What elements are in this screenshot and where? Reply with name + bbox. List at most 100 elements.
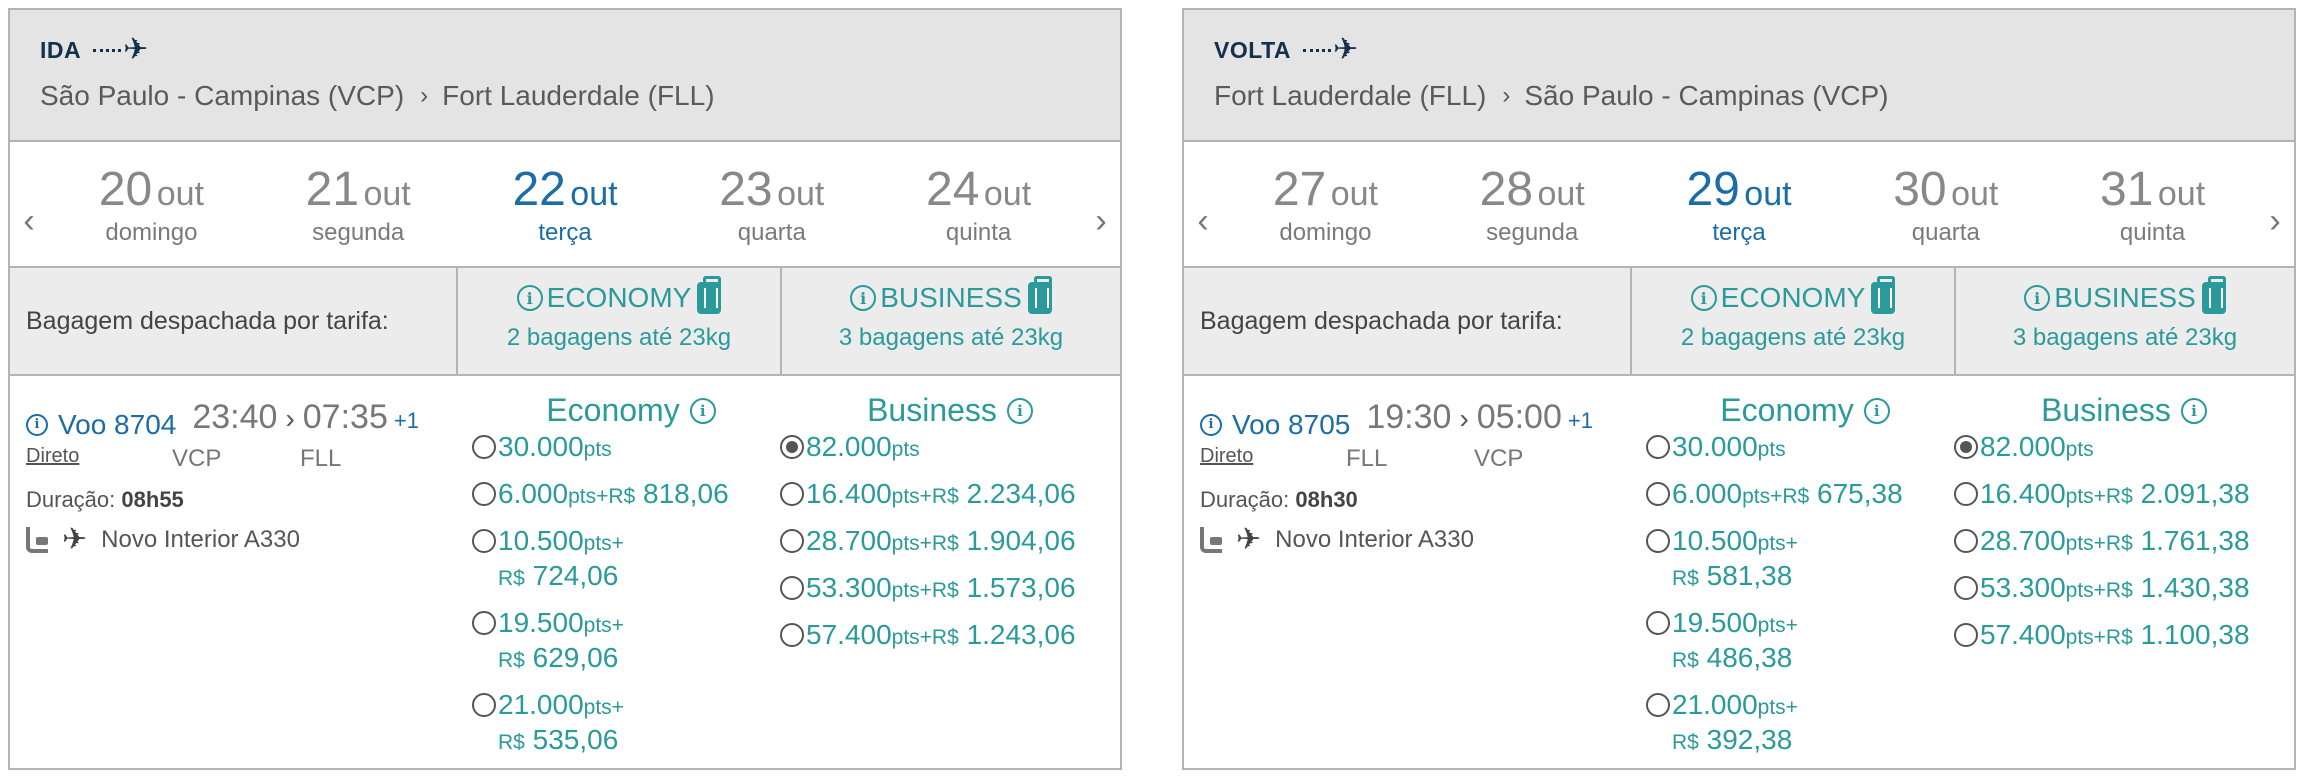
economy-title: Economy [546,392,680,428]
fare-radio[interactable] [780,435,804,459]
fare-radio[interactable] [472,482,496,506]
date-option[interactable]: 31 out quinta [2049,142,2256,266]
fare-radio[interactable] [1954,529,1978,553]
dotted-line [93,48,122,52]
economy-fare-option[interactable]: 21.000pts+ R$ 535,06 [472,689,790,759]
fare-radio[interactable] [472,529,496,553]
fare-money: 1.243,06 [966,619,1076,650]
fare-radio[interactable] [1646,435,1670,459]
date-weekday: segunda [312,219,405,246]
currency-symbol: R$ [608,485,636,508]
fare-radio[interactable] [1954,623,1978,647]
date-option[interactable]: 20 out domingo [48,142,255,266]
fare-radio[interactable] [1646,482,1670,506]
fare-points: 19.500 [1672,607,1758,638]
date-option[interactable]: 28 out segunda [1429,142,1636,266]
economy-fare-option[interactable]: 30.000pts [1646,431,1964,466]
date-month: out [1744,175,1792,213]
origin: São Paulo - Campinas (VCP) [40,80,405,111]
fare-radio[interactable] [780,529,804,553]
date-option[interactable]: 27 out domingo [1222,142,1429,266]
info-icon[interactable]: i [1863,397,1890,424]
fare-radio[interactable] [780,623,804,647]
fare-points-unit: pts+ [2065,626,2106,649]
fare-points: 21.000 [498,689,584,720]
fare-radio[interactable] [780,482,804,506]
economy-fare-option[interactable]: 6.000pts+R$ 818,06 [472,478,790,513]
fare-points-unit: pts+ [583,532,624,555]
prev-date-button[interactable]: ‹ [1184,142,1222,266]
fare-radio[interactable] [1646,611,1670,635]
info-icon[interactable]: i [1690,285,1717,311]
direct-link[interactable]: Direto [26,444,80,467]
economy-fare-option[interactable]: 6.000pts+R$ 675,38 [1646,478,1964,513]
flight-number-link[interactable]: i Voo 8705 [1200,409,1350,441]
date-option[interactable]: 22 out terça [462,142,669,266]
outbound-panel: IDA ✈ São Paulo - Campinas (VCP) › Fort … [8,8,1122,770]
fare-points-unit: pts+ [2065,532,2106,555]
fare-radio[interactable] [1954,482,1978,506]
business-fare-option[interactable]: 57.400pts+R$ 1.100,38 [1954,619,2294,654]
flight-number-link[interactable]: i Voo 8704 [26,409,176,441]
luggage-icon [697,276,722,314]
fare-radio[interactable] [780,576,804,600]
business-fare-option[interactable]: 53.300pts+R$ 1.573,06 [780,572,1120,607]
business-fare-option[interactable]: 16.400pts+R$ 2.091,38 [1954,478,2294,513]
economy-fare-option[interactable]: 19.500pts+ R$ 629,06 [472,607,790,677]
currency-symbol: R$ [931,579,959,602]
fare-points: 21.000 [1672,689,1758,720]
business-fare-option[interactable]: 82.000pts [1954,431,2294,466]
luggage-icon [2201,276,2226,314]
economy-name: ECONOMY [546,282,692,313]
next-date-button[interactable]: › [2256,142,2294,266]
fare-radio[interactable] [1954,576,1978,600]
economy-fare-option[interactable]: 10.500pts+ R$ 581,38 [1646,525,1964,595]
date-month: out [156,175,204,213]
info-icon[interactable]: i [516,285,543,311]
next-date-button[interactable]: › [1082,142,1120,266]
economy-fare-option[interactable]: 10.500pts+ R$ 724,06 [472,525,790,595]
economy-fare-option[interactable]: 19.500pts+ R$ 486,38 [1646,607,1964,677]
fare-radio[interactable] [472,611,496,635]
fare-radio[interactable] [1646,529,1670,553]
business-fare-option[interactable]: 28.700pts+R$ 1.904,06 [780,525,1120,560]
date-option[interactable]: 23 out quarta [668,142,875,266]
economy-fare-option[interactable]: 21.000pts+ R$ 392,38 [1646,689,1964,759]
business-fare-option[interactable]: 53.300pts+R$ 1.430,38 [1954,572,2294,607]
prev-date-button[interactable]: ‹ [10,142,48,266]
fare-radio[interactable] [472,693,496,717]
date-selector: ‹ 20 out domingo 21 out segunda 22 out t… [10,142,1120,268]
business-fare-option[interactable]: 82.000pts [780,431,1120,466]
date-option[interactable]: 21 out segunda [255,142,462,266]
fare-money: 629,06 [532,642,619,673]
fare-points-unit: pts+ [1742,485,1783,508]
business-fare-option[interactable]: 28.700pts+R$ 1.761,38 [1954,525,2294,560]
info-icon[interactable]: i [2180,397,2207,424]
info-icon[interactable]: i [850,285,877,311]
route: Fort Lauderdale (FLL) › São Paulo - Camp… [1214,80,2264,112]
direct-link[interactable]: Direto [1200,444,1254,467]
info-icon: i [1200,413,1222,436]
depart-time: 23:40 [192,398,278,436]
fare-points: 6.000 [498,478,569,509]
date-option[interactable]: 30 out quarta [1842,142,2049,266]
chevron-left-icon: ‹ [1197,201,1209,240]
info-icon[interactable]: i [2024,285,2051,311]
baggage-row: Bagagem despachada por tarifa: i ECONOMY… [1184,268,2294,376]
date-option[interactable]: 24 out quinta [875,142,1082,266]
fare-radio[interactable] [1646,693,1670,717]
info-icon[interactable]: i [689,397,716,424]
business-fare-option[interactable]: 57.400pts+R$ 1.243,06 [780,619,1120,654]
fare-points-unit: pts+ [2065,579,2106,602]
route: São Paulo - Campinas (VCP) › Fort Lauder… [40,80,1090,112]
business-fare-option[interactable]: 16.400pts+R$ 2.234,06 [780,478,1120,513]
economy-fare-option[interactable]: 30.000pts [472,431,790,466]
fare-money: 1.100,38 [2140,619,2250,650]
info-icon[interactable]: i [1006,397,1033,424]
fare-radio[interactable] [1954,435,1978,459]
fare-points: 53.300 [806,572,892,603]
fare-radio[interactable] [472,435,496,459]
fare-points-unit: pts+ [891,626,932,649]
flight-times: 23:40 › 07:35 +1 [192,398,419,437]
date-option[interactable]: 29 out terça [1636,142,1843,266]
